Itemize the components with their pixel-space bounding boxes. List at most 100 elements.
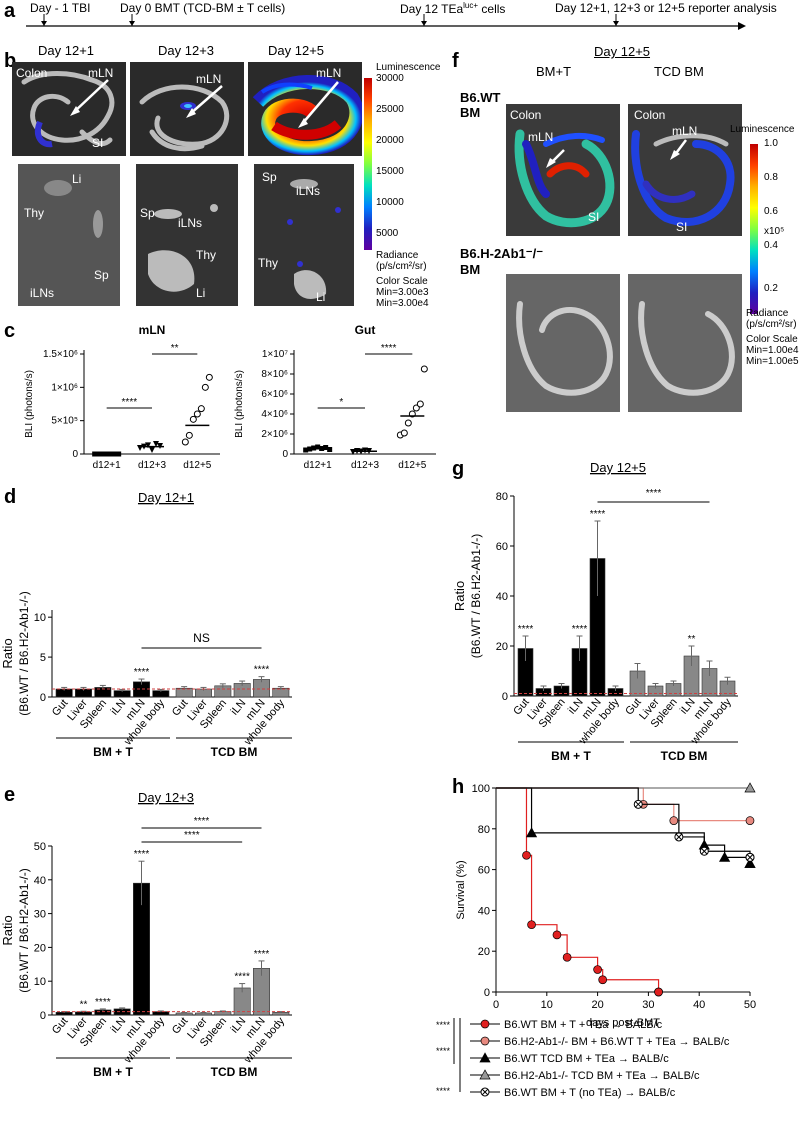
data-point (400, 429, 408, 437)
x-tick-label: 50 (744, 999, 756, 1011)
f-label-si-2: SI (676, 220, 688, 234)
legend-label: B6.H2-Ab1-/- TCD BM + TEa → BALB/c (504, 1070, 700, 1082)
colorbar-b-scale-3: Min=3.00e4 (376, 298, 429, 309)
colorbar-f-scale-3: Min=1.00e5 (746, 356, 799, 367)
panel-f-row-label-1a: B6.WT (460, 90, 501, 105)
colorbar-f-scale-1: Color Scale (746, 334, 798, 345)
panel-f-row-label-2b: BM (460, 262, 481, 277)
colorbar-f-scale-2: Min=1.00e4 (746, 345, 799, 356)
bli-label-mln-2: mLN (196, 72, 222, 86)
y-tick-label: 1×10⁷ (262, 349, 289, 360)
panel-letter-f: f (452, 50, 459, 72)
y-tick-label: 40 (34, 875, 46, 887)
data-point (185, 431, 193, 439)
data-point (303, 447, 309, 453)
survival-marker (480, 1036, 490, 1046)
y-tick-label: 8×10⁶ (261, 369, 288, 380)
colorbar-f-tick: 0.8 (764, 172, 778, 183)
colorbar-b-tick: 20000 (376, 135, 404, 146)
group-label: BM + T (93, 1065, 133, 1079)
x-tick-label: 0 (493, 999, 499, 1011)
sig-label: **** (572, 624, 588, 635)
colorbar-f-tick: 1.0 (764, 138, 778, 149)
data-point (149, 447, 155, 453)
survival-curve (496, 787, 751, 864)
y-tick-label: 2×10⁶ (261, 429, 288, 440)
sig-label: **** (254, 665, 270, 676)
timeline-suffix: cells (481, 2, 506, 16)
sig-label: ** (688, 634, 696, 645)
y-tick-label: 100 (472, 783, 490, 795)
colorbar-b-tick: 10000 (376, 197, 404, 208)
f-label-colon-1: Colon (510, 108, 542, 122)
legend-label: B6.WT BM + T (no TEa) → BALB/c (504, 1087, 676, 1099)
panel-letter-g: g (452, 458, 465, 480)
x-tick-label: d12+5 (398, 460, 427, 471)
y-tick-label: 0 (40, 1010, 46, 1022)
colorbar-f-unit-2: (p/s/cm²/sr) (746, 319, 797, 330)
colorbar-b-tick: 30000 (376, 73, 404, 84)
y-tick-label: 20 (478, 946, 490, 958)
panel-f-title: Day 12+5 (594, 44, 651, 59)
chart-h: 0 20 40 60 80 100 0 10 20 30 40 50 days post-BMT Surv… (436, 782, 756, 1099)
chart-c-mln: mLN 0 5×10⁵ 1×10⁶ 1.5×10⁶ BLI (photons/s) d12+… (24, 323, 220, 471)
x-tick-label: 20 (591, 999, 603, 1011)
data-point (181, 438, 189, 446)
data-point (420, 365, 428, 373)
bli-label-mln-3: mLN (316, 66, 342, 80)
sig-label: ** (80, 999, 88, 1010)
group-label: BM + T (93, 745, 133, 759)
timeline-event-analysis: Day 12+1, 12+3 or 12+5 reporter analysis (555, 1, 777, 15)
organ-label-sp-1: Sp (94, 268, 109, 282)
timeline-event-bmt: Day 0 BMT (TCD-BM ± T cells) (120, 1, 286, 15)
data-point (416, 400, 424, 408)
y-tick-label: 40 (478, 905, 490, 917)
f-label-mln-2: mLN (672, 124, 698, 138)
data-point (201, 383, 209, 391)
colorbar-b (364, 78, 372, 250)
x-tick-label: d12+1 (93, 460, 122, 471)
legend-sig: **** (436, 1020, 451, 1030)
y-axis-label: Survival (%) (455, 860, 467, 919)
chart-g: Day 12+5 0 20 40 60 80 Ratio (B6.WT / B6.H2-Ab1… (452, 460, 738, 763)
data-point (205, 373, 213, 381)
colorbar-b-unit-2: (p/s/cm²/sr) (376, 261, 427, 272)
survival-marker (562, 952, 572, 962)
panel-letter-e: e (4, 784, 16, 806)
survival-marker (522, 850, 531, 860)
panel-f-col-label-1: BM+T (536, 64, 572, 79)
sig-label: **** (646, 488, 662, 499)
data-point (193, 410, 201, 418)
chart-c-gut: Gut 0 2×10⁶ 4×10⁶ 6×10⁶ 8×10⁶ 1×10⁷ BLI (photon… (234, 323, 436, 471)
survival-marker-cross (700, 847, 708, 855)
organ-label-li-1: Li (72, 172, 82, 186)
timeline-event-tea-label: Day 12 TEa (400, 2, 464, 16)
bli-image-row-gut (12, 62, 362, 156)
y-axis-label: BLI (photons/s) (234, 370, 245, 438)
chart-title: Day 12+3 (138, 790, 194, 805)
survival-curve (496, 787, 751, 858)
colorbar-b-scale-1: Color Scale (376, 276, 428, 287)
panel-f-row-label-1b: BM (460, 105, 481, 120)
sig-label: NS (193, 631, 210, 645)
sig-label: **** (95, 997, 111, 1008)
group-label: TCD BM (211, 1065, 258, 1079)
survival-marker (479, 1052, 491, 1063)
survival-marker (654, 987, 663, 997)
timeline-event-tbi: Day - 1 TBI (30, 1, 91, 15)
y-tick-label: 20 (496, 641, 508, 653)
y-tick-label: 10 (34, 976, 46, 988)
y-tick-label: 1.5×10⁶ (43, 349, 78, 360)
data-point (412, 404, 420, 412)
survival-marker (719, 851, 731, 862)
data-point (197, 405, 205, 413)
organ-label-sp-2: Sp (140, 206, 155, 220)
sig-label: **** (184, 830, 200, 841)
panel-letter-d: d (4, 486, 17, 508)
panel-b-title-2: Day 12+3 (158, 43, 215, 58)
data-point (189, 415, 197, 423)
x-tick-label: 40 (693, 999, 705, 1011)
group-label: TCD BM (661, 749, 708, 763)
y-axis-label-2: (B6.WT / B6.H2-Ab1-/-) (17, 591, 31, 715)
y-tick-label: 80 (478, 824, 490, 836)
